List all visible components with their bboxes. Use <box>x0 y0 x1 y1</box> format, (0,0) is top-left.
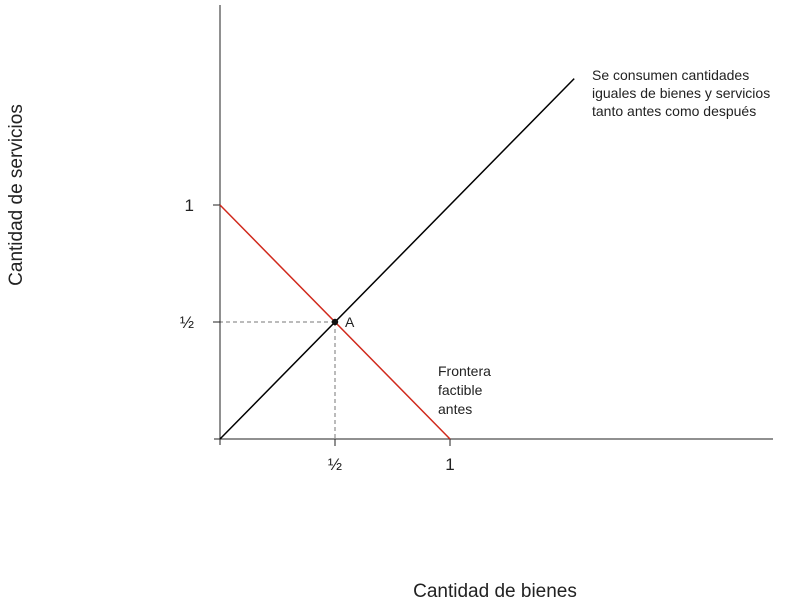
y-tick-label-0: ½ <box>180 313 194 332</box>
diagonal-annotation: Se consumen cantidades iguales de bienes… <box>592 67 770 119</box>
ticks: ½ 1 ½ 1 <box>180 196 455 474</box>
frontier-annotation-line-2: factible <box>438 382 483 398</box>
diagonal-annotation-line-3: tanto antes como después <box>592 103 756 119</box>
frontier-annotation-line-1: Frontera <box>438 363 491 379</box>
frontier-annotation-line-3: antes <box>438 401 472 417</box>
series-lines <box>219 78 575 440</box>
x-tick-label-0: ½ <box>328 455 342 474</box>
x-axis-title: Cantidad de bienes <box>413 581 577 602</box>
points: A <box>331 314 355 330</box>
y-tick-label-1: 1 <box>185 196 194 215</box>
guide-lines <box>220 321 336 439</box>
frontier-annotation: Frontera factible antes <box>438 363 491 417</box>
y-axis-title: Cantidad de servicios <box>6 104 27 286</box>
x-tick-label-1: 1 <box>445 455 454 474</box>
axes <box>214 5 773 445</box>
equal-consumption-line <box>219 78 575 440</box>
point-A <box>331 318 339 326</box>
diagonal-annotation-line-1: Se consumen cantidades <box>592 67 749 83</box>
point-label-A: A <box>345 314 355 330</box>
diagonal-annotation-line-2: iguales de bienes y servicios <box>592 85 770 101</box>
